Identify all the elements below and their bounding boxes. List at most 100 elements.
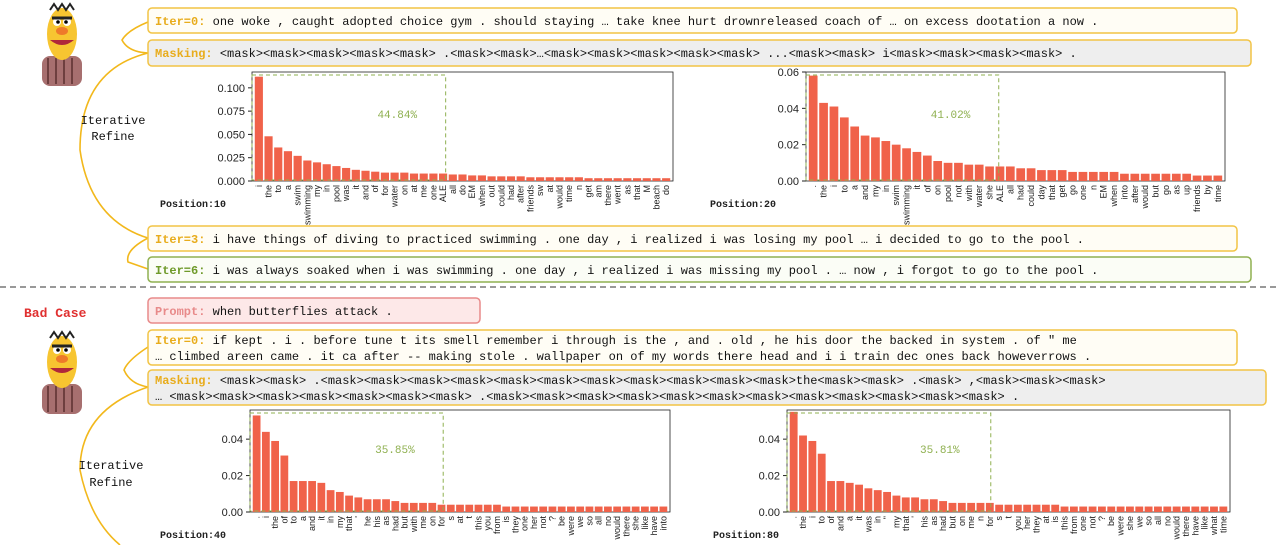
bar [976,502,985,512]
x-tick-label: to [817,516,827,524]
iter-text: i have things of diving to practiced swi… [213,233,1084,247]
x-tick-label: M [642,185,652,193]
bar [850,126,860,181]
bar [613,506,622,512]
annotation-box [805,74,1000,181]
text-box [147,225,1238,252]
bar [995,166,1005,181]
x-tick-label: my [870,185,880,197]
bar [502,506,511,512]
bar [428,502,437,512]
x-tick-label: it [854,516,864,521]
bar [1078,171,1088,181]
bar [864,488,873,512]
bar [1151,173,1160,181]
bar [280,455,289,512]
x-tick-label: would [554,185,564,210]
x-tick-label: a [298,516,308,521]
x-tick-label: when [477,185,487,208]
bar [1203,175,1212,181]
y-tick-label: 0.00 [222,507,243,519]
bar [1182,506,1190,512]
y-tick-label: 0.100 [217,83,245,95]
x-tick-label: time [1213,185,1223,202]
x-tick-label: from [1069,516,1079,534]
bar [808,75,818,181]
bar [1032,504,1041,512]
refine-label: Refine [89,476,132,490]
x-tick-label: all [1153,516,1163,525]
x-tick-label: t [1004,516,1014,519]
x-tick-label: i [829,185,839,187]
bar [1161,173,1171,181]
x-tick-label: EM [467,185,477,199]
bar [585,506,594,512]
position-label: Position:80 [713,530,779,542]
x-tick-label: pool [331,185,341,202]
bar [332,166,341,181]
x-tick-label: me [966,516,976,529]
x-tick-label: her [529,516,539,529]
x-tick-label: of [370,185,380,193]
y-tick-label: 0.06 [778,67,799,79]
x-tick-label: one [428,185,438,200]
bar [652,178,661,181]
x-tick-label: had [1016,185,1026,200]
x-tick-label: swimming [902,185,912,225]
bar [261,431,270,512]
bar [483,504,492,512]
bar [1213,175,1223,181]
iter-label: Iter=0: [155,334,205,348]
x-tick-label: EM [1099,185,1109,199]
x-tick-label: at [455,516,465,524]
x-tick-label: all [1005,185,1015,194]
x-tick-label: this [473,516,483,531]
x-tick-label: you [1013,516,1023,531]
bar [289,481,298,512]
bar [458,174,467,181]
x-tick-label: n [975,516,985,521]
bar [429,173,438,181]
bar [881,141,891,181]
bar [497,176,506,181]
x-tick-label: ? [547,516,557,521]
prompt-label: Prompt: [155,305,205,319]
x-tick-label: a [283,185,293,190]
x-tick-label: like [1200,516,1210,530]
bar [419,173,428,181]
x-tick-label: go [1161,185,1171,195]
bar [409,502,418,512]
section-title: Bad Case [24,306,87,321]
annotation-box [249,412,444,512]
x-tick-label: no [603,516,613,526]
x-tick-label: pool [943,185,953,202]
bar [303,160,312,181]
x-tick-label: of [922,185,932,193]
bar [1191,506,1200,512]
y-tick-label: 0.02 [222,471,243,483]
bar [520,506,529,512]
bar [1171,173,1181,181]
x-tick-label: is [1050,516,1060,523]
bar [642,178,651,181]
x-tick-label: up [1182,185,1192,195]
bar [839,117,849,181]
bar [1140,173,1150,181]
bar [1041,504,1050,512]
bar [1163,506,1172,512]
bar [419,502,427,512]
prompt-line: Prompt: when butterflies attack . [155,305,393,319]
bar [662,178,671,181]
annotation: 41.02% [931,110,971,122]
bar [539,506,548,512]
x-tick-label: in [881,185,891,192]
x-tick-label: from [492,516,502,534]
bar [819,102,828,181]
bar [345,495,353,512]
x-tick-label: ALE [438,185,448,202]
x-tick-label: in [322,185,332,192]
bar [892,495,901,512]
x-tick-label: her [1022,516,1032,529]
bar [836,481,845,512]
